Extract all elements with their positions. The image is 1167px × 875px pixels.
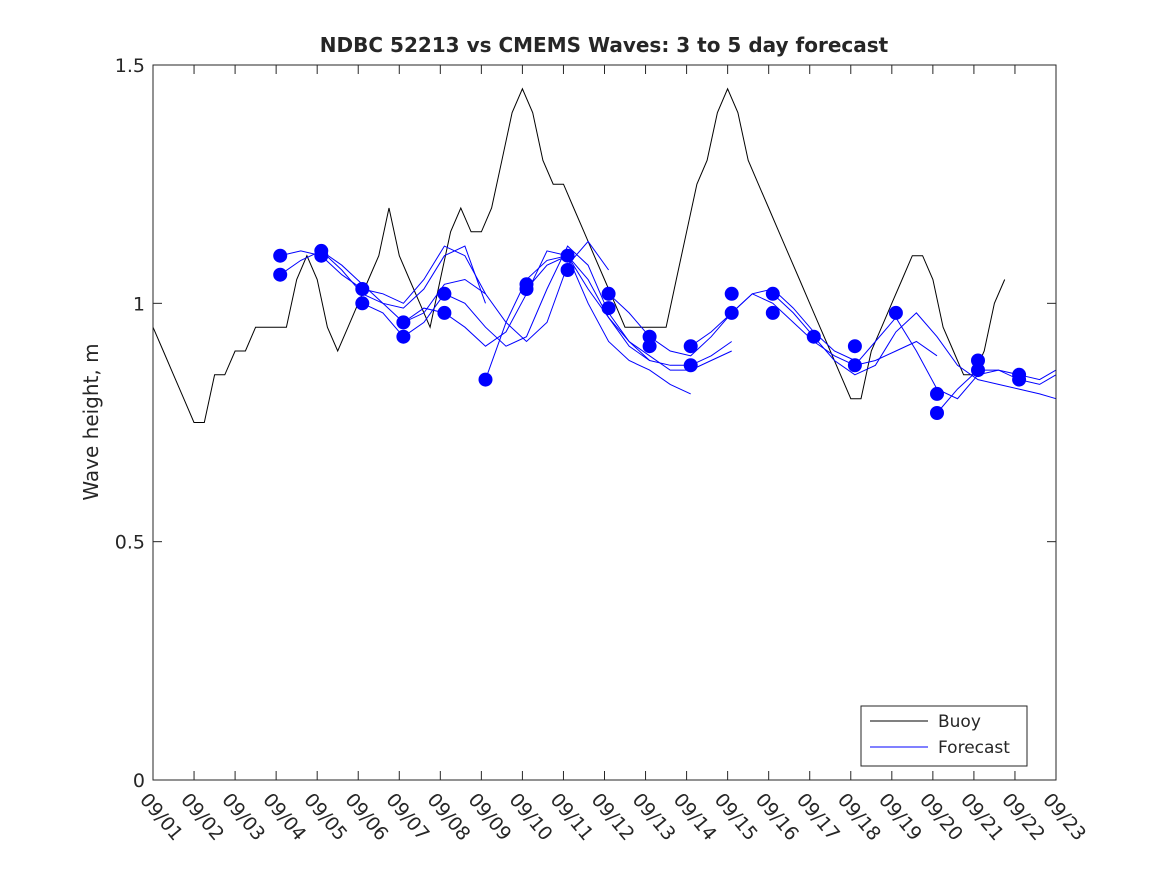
forecast-marker — [683, 339, 698, 354]
forecast-marker — [642, 339, 657, 354]
legend-buoy-label: Buoy — [938, 712, 981, 732]
forecast-marker — [971, 363, 985, 378]
legend-box — [860, 705, 1028, 767]
forecast-markers — [273, 243, 1027, 420]
forecast-marker — [560, 248, 575, 263]
forecast-marker — [519, 282, 534, 296]
plot-area — [153, 65, 1056, 780]
y-tick-label: 0 — [133, 770, 145, 792]
y-tick-labels: 0 0.5 1 1.5 — [115, 55, 145, 792]
forecast-marker — [396, 329, 411, 344]
forecast-marker — [273, 267, 288, 282]
forecast-marker — [396, 315, 411, 330]
forecast-marker — [683, 358, 698, 373]
forecast-line-5 — [403, 250, 691, 395]
forecast-marker — [765, 286, 780, 301]
forecast-marker — [888, 305, 903, 320]
forecast-marker — [930, 386, 944, 401]
forecast-marker — [724, 286, 739, 301]
chart-title: NDBC 52213 vs CMEMS Waves: 3 to 5 day fo… — [320, 33, 889, 57]
forecast-line-7 — [526, 255, 732, 366]
buoy-series — [152, 87, 1006, 423]
y-tick-label: 0.5 — [115, 532, 145, 554]
forecast-marker — [478, 372, 493, 387]
forecast-marker — [724, 305, 739, 320]
forecast-marker — [765, 305, 780, 320]
forecast-marker — [437, 305, 452, 320]
y-tick-label: 1.5 — [115, 55, 145, 77]
forecast-marker — [1012, 372, 1027, 387]
forecast-marker — [437, 286, 452, 301]
forecast-line-3 — [321, 240, 610, 343]
y-tick-label: 1 — [133, 293, 145, 315]
forecast-marker — [847, 339, 862, 354]
forecast-marker — [601, 286, 616, 301]
forecast-marker — [930, 406, 944, 420]
forecast-marker — [314, 248, 329, 263]
legend: Buoy Forecast — [860, 705, 1028, 767]
forecast-marker — [847, 358, 862, 373]
forecast-marker — [560, 263, 575, 277]
forecast-marker — [355, 296, 370, 311]
forecast-line-11 — [854, 316, 1057, 400]
y-axis-label: Wave height, m — [79, 343, 103, 500]
forecast-marker — [806, 329, 821, 344]
legend-forecast-label: Forecast — [938, 738, 1010, 758]
forecast-marker — [601, 301, 616, 316]
forecast-marker — [355, 282, 370, 296]
forecast-line-4 — [362, 245, 650, 361]
forecast-line-12 — [936, 369, 1057, 414]
buoy-line — [152, 87, 1006, 423]
forecast-marker — [273, 248, 288, 263]
forecast-line-10 — [772, 293, 1057, 400]
axis-ticks — [152, 64, 1057, 781]
